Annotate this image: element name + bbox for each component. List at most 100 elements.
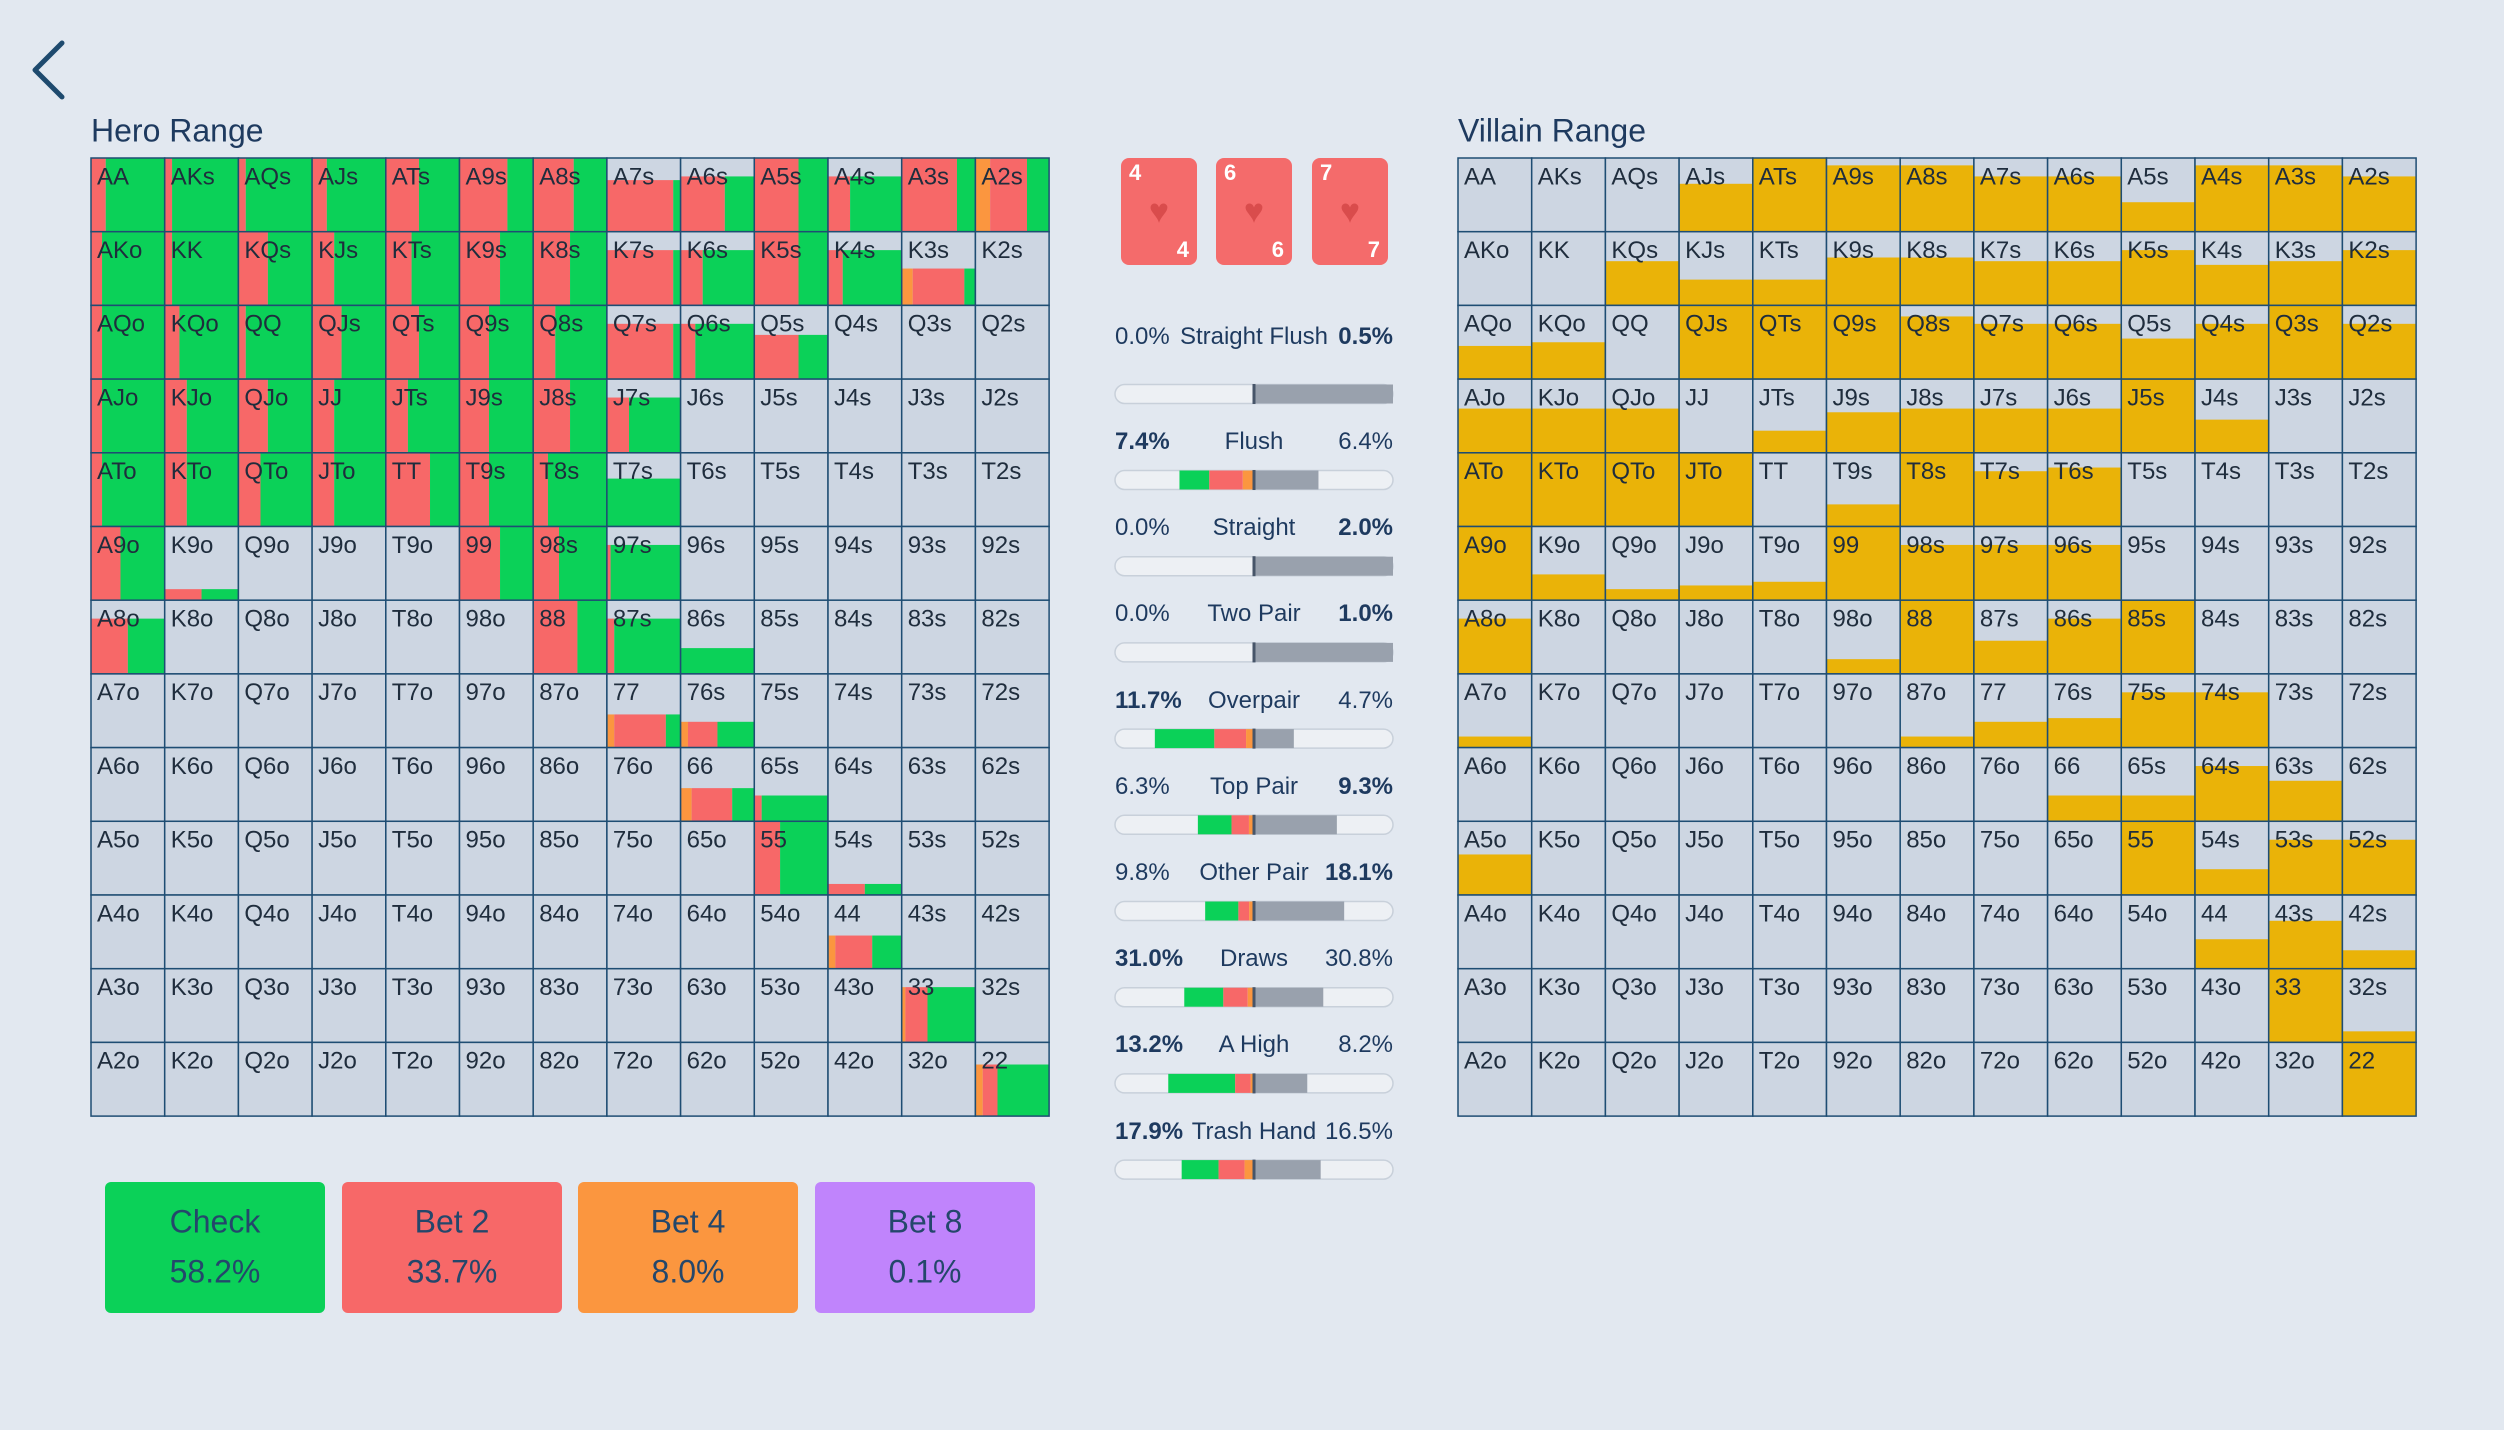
hand-label: J8s — [1906, 384, 1943, 411]
action-segment — [238, 452, 261, 527]
action-segment — [997, 1064, 1050, 1117]
back-button[interactable] — [20, 30, 80, 110]
cell-bg — [1458, 747, 1532, 822]
hand-label: T2s — [981, 458, 1021, 485]
cell-bg — [164, 526, 239, 601]
cell-bg — [754, 968, 828, 1043]
action-segment — [164, 158, 173, 232]
range-fill — [1531, 342, 1606, 380]
cell-bg — [1679, 379, 1753, 453]
range-fill — [1531, 574, 1606, 601]
action-button[interactable]: Check 58.2% — [105, 1182, 325, 1313]
action-segment — [533, 452, 548, 527]
back-hit-area[interactable] — [20, 30, 80, 110]
cell-bg — [2342, 968, 2417, 1043]
hand-label: 54s — [2201, 827, 2240, 854]
hand-label: 87s — [1980, 606, 2019, 633]
action-button-bg[interactable] — [578, 1182, 798, 1313]
range-fill — [2047, 718, 2122, 748]
action-segment — [459, 526, 501, 601]
range-fill — [1458, 526, 1532, 601]
action-segment — [606, 478, 681, 527]
hand-label: K3o — [171, 974, 214, 1001]
stat-hero-segment — [1246, 729, 1254, 749]
cell-bg — [1531, 821, 1606, 895]
hand-label: T6s — [2054, 458, 2094, 485]
hand-label: K3s — [908, 237, 949, 264]
hand-label: J2s — [2348, 384, 2385, 411]
hand-label: Q9o — [244, 532, 289, 559]
hand-label: 42s — [981, 900, 1020, 927]
hand-label: K8o — [171, 606, 214, 633]
range-fill — [2342, 176, 2417, 232]
stat-hero-segment — [1209, 470, 1243, 490]
cell-bg — [312, 673, 386, 748]
cell-bg — [2342, 379, 2417, 453]
hand-label: Q5o — [244, 827, 289, 854]
range-fill — [2195, 766, 2269, 822]
hand-label: 64s — [2201, 753, 2240, 780]
range-fill — [2195, 939, 2269, 969]
action-segment — [702, 250, 755, 306]
hand-label: A5s — [2127, 163, 2168, 190]
stat-villain: 9.3% — [1338, 772, 1393, 800]
cell-bg — [2047, 895, 2122, 969]
cell-bg — [828, 747, 902, 822]
cell-bg — [606, 895, 681, 969]
action-button[interactable]: Bet 8 0.1% — [815, 1182, 1035, 1313]
hand-label: 97o — [1833, 679, 1873, 706]
hand-label: A6o — [1464, 753, 1507, 780]
cell-bg — [91, 968, 165, 1043]
cell-bg — [1752, 673, 1827, 748]
range-fill — [2268, 920, 2343, 969]
stat-hero-segment — [1247, 987, 1254, 1007]
cell-bg — [1826, 821, 1901, 895]
hand-label: 76o — [1980, 753, 2020, 780]
range-fill — [1531, 408, 1606, 453]
hand-label: K2s — [2348, 237, 2389, 264]
range-fill — [2342, 1031, 2417, 1043]
action-segment — [334, 231, 386, 306]
action-segment — [102, 231, 165, 306]
hand-label: Q2o — [244, 1048, 289, 1075]
cell-bg — [828, 452, 902, 527]
hand-label: 64o — [2054, 900, 2094, 927]
hand-label: J6o — [318, 753, 357, 780]
action-button-bg[interactable] — [342, 1182, 562, 1313]
hand-label: A5o — [97, 827, 140, 854]
hand-label: AKs — [1538, 163, 1582, 190]
card: 7 ♥ 7 — [1312, 158, 1388, 265]
range-fill — [1900, 316, 1974, 380]
action-segment — [982, 1064, 998, 1117]
action-segment — [430, 452, 460, 527]
back-chevron[interactable] — [32, 40, 65, 100]
cell-bg — [1752, 1042, 1827, 1117]
hand-label: 22 — [2348, 1048, 2375, 1075]
action-button[interactable]: Bet 4 8.0% — [578, 1182, 798, 1313]
hand-label: 72s — [2348, 679, 2387, 706]
action-button[interactable]: Bet 2 33.7% — [342, 1182, 562, 1313]
card: 4 ♥ 4 — [1121, 158, 1197, 265]
cell-bg — [1752, 895, 1827, 969]
hand-label: 42o — [834, 1048, 874, 1075]
cell-bg — [1531, 231, 1606, 306]
hand-label: 62s — [2348, 753, 2387, 780]
stat-hero-segment — [1218, 1160, 1245, 1180]
range-fill — [1458, 618, 1532, 674]
hand-label: T8s — [539, 458, 579, 485]
hand-label: QQ — [244, 311, 281, 338]
action-segment — [927, 987, 976, 1043]
cell-bg — [1752, 821, 1827, 895]
stat-label: Flush — [1224, 428, 1284, 455]
action-segment — [573, 158, 607, 232]
hand-label: 73s — [2275, 679, 2314, 706]
cell-bg — [754, 1042, 828, 1117]
hand-label: A9s — [466, 163, 507, 190]
action-button-bg[interactable] — [105, 1182, 325, 1313]
card-rank: 7 — [1368, 237, 1380, 262]
hand-label: T3s — [908, 458, 948, 485]
action-button-bg[interactable] — [815, 1182, 1035, 1313]
stat-villain-bar — [1254, 470, 1319, 490]
range-fill — [1458, 408, 1532, 453]
stat-label: Straight Flush — [1179, 323, 1329, 350]
